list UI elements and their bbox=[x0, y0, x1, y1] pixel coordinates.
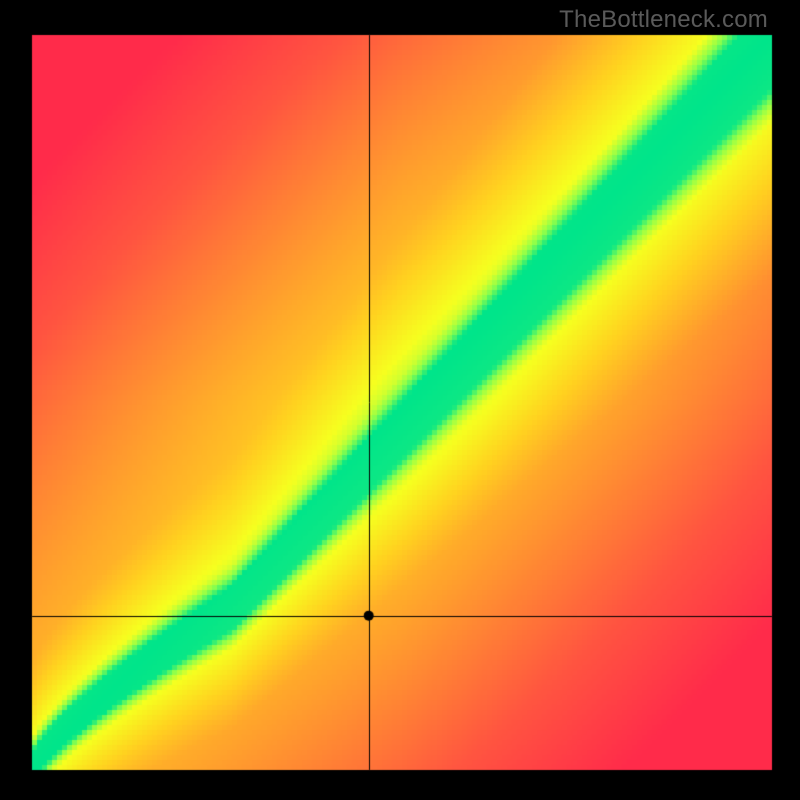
chart-container: TheBottleneck.com bbox=[0, 0, 800, 800]
watermark-text: TheBottleneck.com bbox=[559, 6, 768, 34]
crosshair-overlay bbox=[0, 0, 800, 800]
